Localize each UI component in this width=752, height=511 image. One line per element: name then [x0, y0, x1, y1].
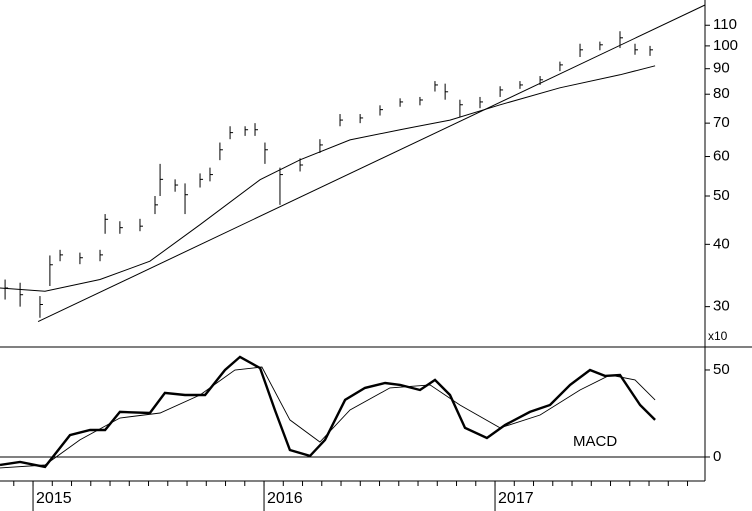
y-tick-label: 50 — [713, 361, 730, 378]
y-tick-label: 110 — [713, 16, 737, 33]
annotation: MACD — [573, 433, 617, 450]
y-tick-label: 40 — [713, 235, 730, 252]
scale-note: x10 — [708, 329, 728, 343]
line-series — [37, 4, 706, 323]
y-tick-label: 0 — [713, 448, 721, 465]
line-series — [0, 65, 656, 292]
line-series — [0, 366, 656, 469]
y-tick-label: 100 — [713, 37, 738, 54]
x-tick-label: 2015 — [36, 490, 72, 507]
y-tick-label: 70 — [713, 114, 730, 131]
y-tick-label: 30 — [713, 298, 730, 315]
x-tick-label: 2016 — [267, 490, 303, 507]
line-series — [0, 355, 656, 469]
y-tick-label: 90 — [713, 60, 730, 77]
x-tick-label: 2017 — [498, 490, 534, 507]
y-tick-label: 50 — [713, 187, 730, 204]
y-tick-label: 80 — [713, 85, 730, 102]
y-tick-label: 60 — [713, 147, 730, 164]
